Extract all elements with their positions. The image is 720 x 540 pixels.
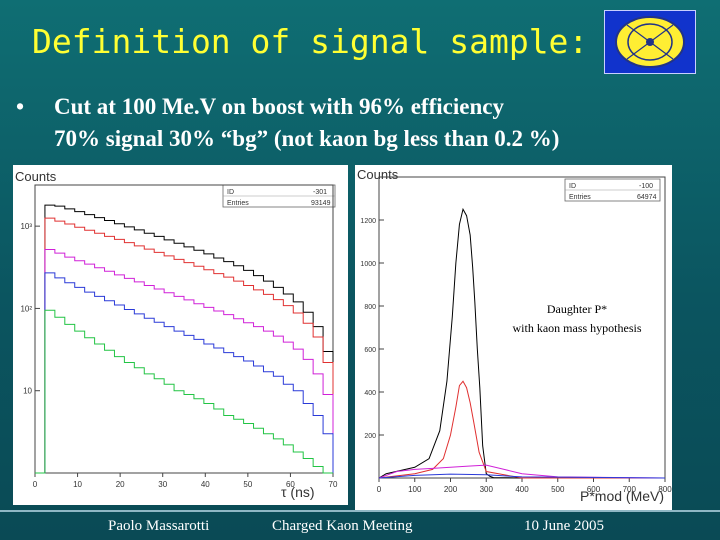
footer-date: 10 June 2005: [524, 518, 604, 534]
annotation-line-1: Daughter P*: [547, 302, 607, 316]
y-tick-label: 200: [364, 433, 376, 440]
stats-id-value: -100: [639, 183, 653, 190]
x-tick-label: 70: [329, 480, 338, 489]
series-line-0: [378, 207, 665, 479]
footer-separator: [0, 510, 720, 512]
stats-id-label: ID: [227, 189, 234, 196]
momentum-histogram: Counts ID -100 Entries 64974 Daughter P*…: [357, 167, 672, 504]
y-tick-label: 1000: [360, 261, 376, 268]
x-tick-label: 40: [201, 480, 210, 489]
y-axis-label: Counts: [357, 167, 399, 182]
annotation-line-2: with kaon mass hypothesis: [513, 321, 642, 335]
stats-box: ID -301 Entries 93149: [222, 184, 336, 208]
x-tick-label: 20: [116, 480, 125, 489]
series-line-4: [35, 309, 333, 474]
x-tick-label: 400: [515, 485, 529, 494]
momentum-histogram-panel: Counts ID -100 Entries 64974 Daughter P*…: [355, 165, 672, 510]
x-tick-label: 500: [551, 485, 565, 494]
stats-id-label: ID: [569, 183, 576, 190]
y-tick-label: 600: [364, 347, 376, 354]
x-tick-label: 50: [243, 480, 252, 489]
series-line-2: [378, 464, 666, 479]
series-line-1: [35, 217, 334, 474]
x-tick-label: 300: [480, 485, 494, 494]
bullet-icon: •: [16, 94, 25, 119]
x-tick-label: 700: [623, 485, 637, 494]
stats-box: ID -100 Entries 64974: [564, 178, 661, 202]
x-tick-label: 10: [73, 480, 82, 489]
series-line-2: [35, 249, 334, 474]
x-axis-label: P*mod (MeV): [580, 488, 664, 504]
stats-entries-value: 93149: [311, 200, 331, 207]
y-axis-label: Counts: [15, 169, 57, 184]
y-tick-label: 10³: [20, 222, 32, 231]
y-tick-label: 10: [23, 387, 32, 396]
x-tick-label: 100: [408, 485, 422, 494]
x-tick-label: 0: [33, 480, 38, 489]
x-tick-label: 800: [658, 485, 672, 494]
kloe-logo-icon: [604, 10, 696, 74]
tau-histogram: Counts ID -301 Entries 93149 τ (ns) 0 10 2…: [15, 169, 338, 500]
footer-author: Paolo Massarotti: [108, 518, 210, 534]
footer-meeting: Charged Kaon Meeting: [272, 518, 413, 534]
x-tick-label: 60: [286, 480, 295, 489]
stats-id-value: -301: [313, 189, 327, 196]
stats-entries-label: Entries: [569, 194, 591, 201]
y-tick-label: 10²: [20, 304, 32, 313]
y-tick-label: 1200: [360, 218, 376, 225]
plot-frame: [34, 184, 334, 474]
bullet-line-2: 70% signal 30% “bg” (not kaon bg less th…: [54, 126, 560, 151]
y-tick-label: 800: [364, 304, 376, 311]
series-line-0: [35, 204, 334, 474]
x-tick-label: 30: [158, 480, 167, 489]
slide-title: Definition of signal sample:: [32, 22, 589, 61]
stats-entries-value: 64974: [637, 194, 657, 201]
stats-entries-label: Entries: [227, 200, 249, 207]
x-tick-label: 0: [377, 485, 382, 494]
series-line-3: [35, 272, 334, 474]
bullet-line-1: Cut at 100 Me.V on boost with 96% effici…: [54, 94, 504, 119]
y-tick-label: 400: [364, 390, 376, 397]
series-line-3: [378, 473, 666, 479]
x-tick-label: 200: [444, 485, 458, 494]
x-axis-label: τ (ns): [281, 484, 315, 500]
tau-histogram-panel: Counts ID -301 Entries 93149 τ (ns) 0 10 2…: [13, 165, 348, 505]
x-tick-label: 600: [587, 485, 601, 494]
